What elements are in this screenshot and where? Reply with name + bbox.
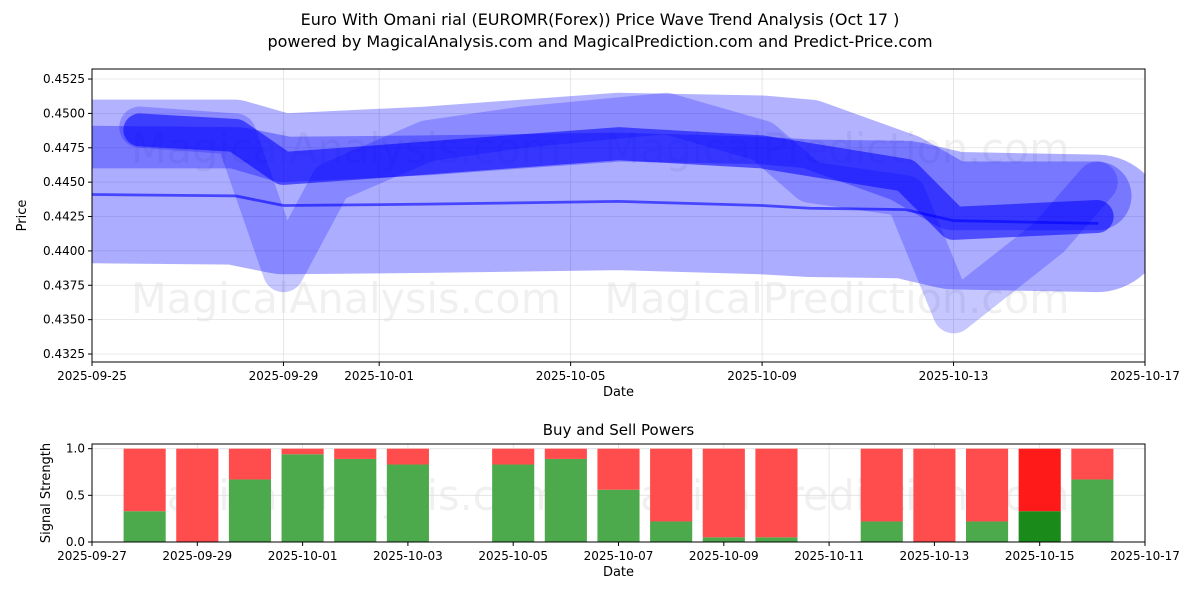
y-tick-label: 0.4350 [43, 313, 85, 327]
y-tick-label: 0.4400 [43, 244, 85, 258]
x-tick-label: 2025-10-01 [268, 549, 338, 563]
wave-series-group [92, 92, 1145, 334]
y-axis-label: Price [15, 200, 30, 232]
sell-bar [123, 448, 166, 512]
buy-bar [123, 511, 166, 542]
x-tick-label: 2025-09-29 [249, 369, 319, 383]
x-tick-label: 2025-10-05 [536, 369, 606, 383]
sell-bar [1071, 448, 1114, 480]
y-tick-label: 0.0 [66, 535, 85, 549]
x-tick-label: 2025-10-01 [344, 369, 414, 383]
y-tick-label: 1.0 [66, 442, 85, 456]
sell-bar [860, 448, 903, 522]
buy-bar [702, 537, 745, 542]
sell-bar [702, 448, 745, 538]
y-tick-label: 0.4325 [43, 347, 85, 361]
x-tick-label: 2025-10-13 [919, 369, 989, 383]
buy-bar [1071, 479, 1114, 542]
sell-bar [492, 448, 535, 465]
sell-bar [281, 448, 324, 455]
bar-plot-frame [91, 443, 1146, 543]
x-tick-label: 2025-10-09 [727, 369, 797, 383]
x-tick-label: 2025-10-03 [373, 549, 443, 563]
sell-bar [544, 448, 587, 459]
buy-bar [860, 521, 903, 542]
sell-bar [1018, 448, 1061, 512]
sell-bar [913, 448, 956, 542]
buy-bar [281, 454, 324, 542]
sell-bar [176, 448, 219, 542]
x-axis-label: Date [603, 565, 634, 580]
y-tick-label: 0.4525 [43, 72, 85, 86]
sell-bar [228, 448, 272, 480]
buy-bar [1018, 511, 1061, 542]
buy-bar [492, 464, 535, 542]
buy-bar [334, 458, 377, 542]
buy-bar [755, 537, 798, 542]
sell-bar [650, 448, 693, 522]
x-tick-label: 2025-09-27 [57, 549, 127, 563]
buy-bar [386, 464, 429, 542]
chart-subtitle: powered by MagicalAnalysis.com and Magic… [267, 32, 933, 51]
wave-wave-center-line [92, 193, 1099, 225]
y-tick-label: 0.4475 [43, 141, 85, 155]
x-axis-label: Date [603, 385, 634, 400]
y-tick-label: 0.4500 [43, 106, 85, 120]
x-tick-label: 2025-09-29 [162, 549, 232, 563]
y-tick-label: 0.4375 [43, 278, 85, 292]
x-tick-label: 2025-10-05 [478, 549, 548, 563]
sell-bar [965, 448, 1009, 522]
watermark: MagicalPrediction.com [605, 274, 1070, 323]
chart-title: Euro With Omani rial (EUROMR(Forex)) Pri… [300, 10, 900, 29]
y-tick-label: 0.5 [66, 488, 85, 502]
x-tick-label: 2025-10-17 [1110, 369, 1180, 383]
buy-bar [228, 479, 272, 542]
buy-bar [597, 489, 640, 542]
plot-frame [91, 68, 1146, 363]
wave-wave-dip [119, 92, 1118, 334]
x-tick-label: 2025-10-07 [584, 549, 654, 563]
plot-area: MagicalAnalysis.comMagicalPrediction.com… [39, 442, 1180, 580]
y-tick-label: 0.4450 [43, 175, 85, 189]
y-axis-label: Signal Strength [39, 443, 54, 543]
buy-bar [965, 521, 1009, 542]
sell-bar [597, 448, 640, 490]
bar-chart-title: Buy and Sell Powers [543, 421, 695, 439]
buy-bar [650, 521, 693, 542]
buy-bar [544, 458, 587, 542]
watermark: MagicalAnalysis.com [131, 274, 561, 323]
sell-bar [334, 448, 377, 459]
x-tick-label: 2025-10-15 [1005, 549, 1075, 563]
x-tick-label: 2025-09-25 [57, 369, 127, 383]
wave-wave-core [123, 113, 1114, 240]
sell-bar [386, 448, 429, 465]
x-tick-label: 2025-10-13 [900, 549, 970, 563]
x-tick-label: 2025-10-17 [1110, 549, 1180, 563]
x-tick-label: 2025-10-11 [794, 549, 864, 563]
sell-bar [755, 448, 798, 538]
y-tick-label: 0.4425 [43, 210, 85, 224]
x-tick-label: 2025-10-09 [689, 549, 759, 563]
